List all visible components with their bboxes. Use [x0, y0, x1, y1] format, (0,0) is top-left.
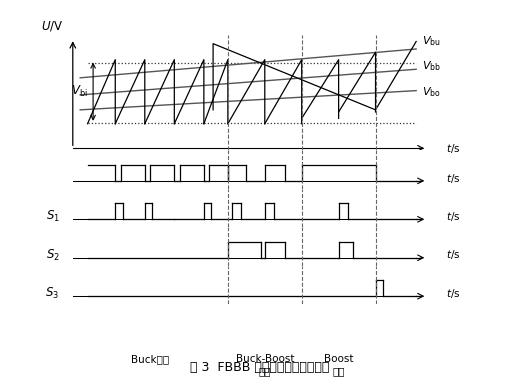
Text: Boost
模式: Boost 模式 [324, 354, 354, 376]
Text: Buck模式: Buck模式 [131, 354, 170, 364]
Text: $S_2$: $S_2$ [46, 247, 59, 262]
Text: $S_3$: $S_3$ [45, 286, 59, 301]
Text: $V_{\rm bb}$: $V_{\rm bb}$ [422, 59, 441, 73]
Text: $V_{\rm bo}$: $V_{\rm bo}$ [422, 85, 440, 99]
Text: $t$/s: $t$/s [446, 248, 460, 261]
Text: 图 3  FBBB 变换器多模式切换波形: 图 3 FBBB 变换器多模式切换波形 [190, 362, 330, 374]
Text: $t$/s: $t$/s [446, 210, 460, 223]
Text: $t$/s: $t$/s [446, 287, 460, 300]
Text: Buck-Boost
模式: Buck-Boost 模式 [236, 354, 294, 376]
Text: $U$/V: $U$/V [41, 19, 63, 33]
Text: $V_{\rm bu}$: $V_{\rm bu}$ [422, 34, 440, 48]
Text: $V_{\rm bi}$: $V_{\rm bi}$ [71, 84, 87, 99]
Text: $S_1$: $S_1$ [46, 209, 59, 224]
Text: $t$/s: $t$/s [446, 142, 460, 154]
Text: $t$/s: $t$/s [446, 172, 460, 184]
